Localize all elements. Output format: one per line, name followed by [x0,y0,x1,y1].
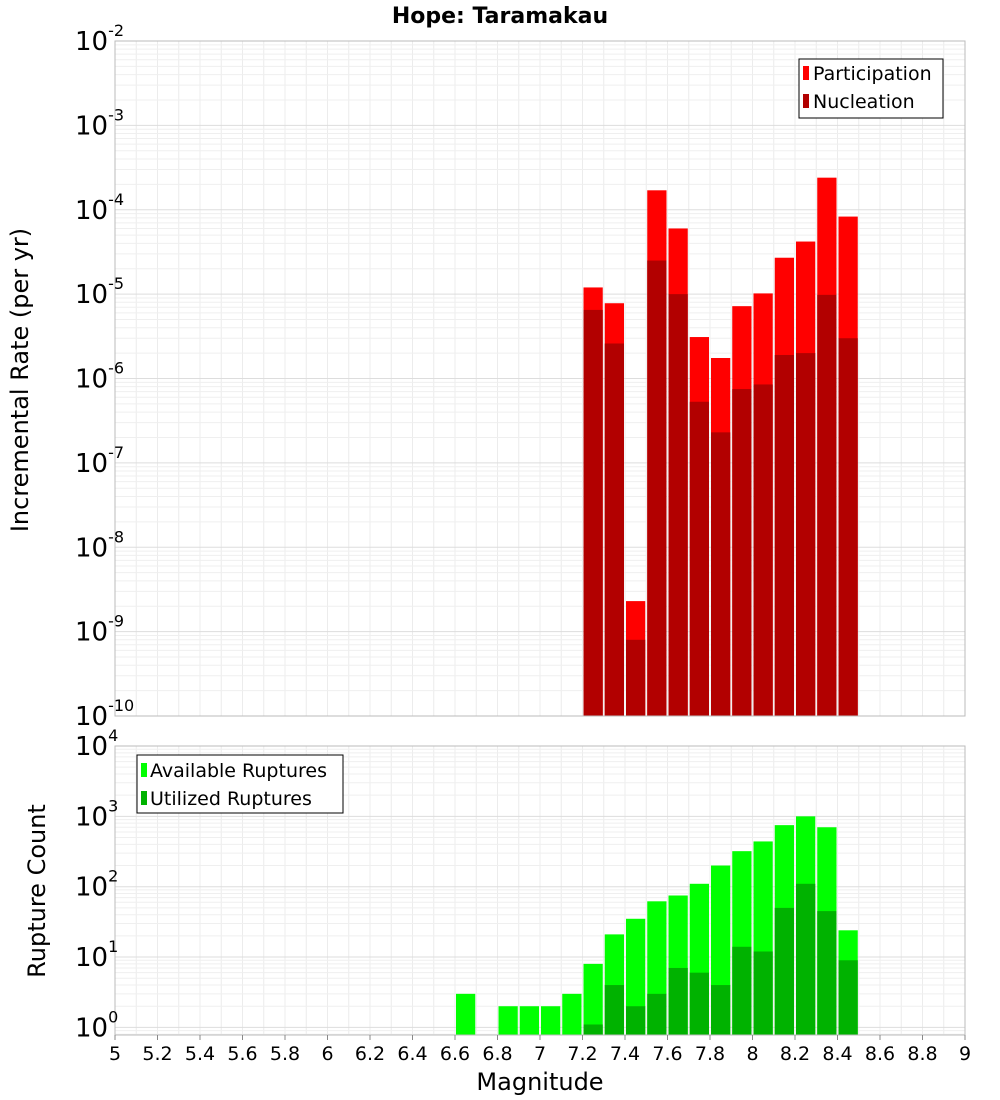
bar-nucleation [626,639,646,716]
bar-utilized-ruptures [753,951,773,1035]
y-tick-label: 10-6 [75,359,124,395]
bar-utilized-ruptures [583,1024,603,1035]
bar-nucleation [838,338,858,716]
top-legend: Participation Nucleation [798,58,944,119]
x-tick-label: 5.4 [185,1043,215,1065]
x-tick-label: 8 [746,1043,758,1065]
bar-utilized-ruptures [711,985,731,1035]
bar-available-ruptures [456,993,476,1035]
x-tick-label: 7.4 [610,1043,640,1065]
bar-nucleation [668,294,688,716]
bar-nucleation [753,384,773,716]
bar-available-ruptures [541,1006,561,1035]
bar-nucleation [689,401,709,716]
bottom-legend: Available Ruptures Utilized Ruptures [136,754,344,814]
bar-nucleation [711,432,731,716]
y-tick-label: 103 [75,796,118,832]
x-tick-label: 6 [321,1043,333,1065]
y-tick-label: 10-7 [75,443,124,479]
y-tick-label: 101 [75,937,118,973]
x-axis-label: Magnitude [476,1068,603,1096]
x-tick-label: 8.4 [822,1043,852,1065]
bar-utilized-ruptures [796,883,816,1035]
x-tick-label: 7.6 [652,1043,682,1065]
y-tick-label: 10-8 [75,527,124,563]
bar-nucleation [604,343,624,716]
bar-nucleation [732,389,752,716]
legend-label-available: Available Ruptures [150,760,327,782]
y-tick-label: 104 [75,726,118,762]
x-tick-label: 5.6 [227,1043,257,1065]
bar-utilized-ruptures [647,993,667,1035]
bottom-y-axis-label: Rupture Count [23,804,51,978]
bar-available-ruptures [519,1006,539,1035]
bar-nucleation [774,354,794,716]
bar-utilized-ruptures [838,960,858,1035]
bar-available-ruptures [583,963,603,1035]
bar-available-ruptures [498,1006,518,1035]
legend-label-utilized: Utilized Ruptures [150,788,312,810]
y-tick-label: 10-3 [75,105,124,141]
legend-label-participation: Participation [813,63,932,85]
legend-swatch-utilized [141,791,147,805]
x-tick-label: 6.6 [440,1043,470,1065]
x-tick-label: 5 [109,1043,121,1065]
bar-nucleation [817,294,837,716]
bar-utilized-ruptures [626,1006,646,1035]
x-tick-label: 9 [959,1043,971,1065]
legend-swatch-participation [803,66,809,80]
x-tick-label: 8.2 [780,1043,810,1065]
chart-title: Hope: Taramakau [392,4,608,29]
x-tick-label: 8.6 [865,1043,895,1065]
x-tick-label: 5.8 [270,1043,300,1065]
bar-available-ruptures [562,993,582,1035]
legend-swatch-nucleation [803,94,809,108]
bar-nucleation [583,309,603,716]
x-tick-label: 7 [534,1043,546,1065]
top-y-axis-label: Incremental Rate (per yr) [6,228,34,532]
x-tick-label: 6.4 [397,1043,427,1065]
legend-label-nucleation: Nucleation [813,91,915,113]
x-tick-label: 7.8 [695,1043,725,1065]
y-tick-label: 10-9 [75,612,124,648]
y-tick-label: 10-2 [75,21,124,57]
bar-utilized-ruptures [689,972,709,1035]
y-tick-label: 10-5 [75,274,124,310]
y-tick-label: 100 [75,1007,118,1043]
x-tick-label: 8.8 [907,1043,937,1065]
y-tick-label: 102 [75,867,118,903]
bar-utilized-ruptures [732,946,752,1035]
x-tick-label: 7.2 [567,1043,597,1065]
bar-utilized-ruptures [774,907,794,1035]
legend-swatch-available [141,763,147,777]
bar-nucleation [647,260,667,716]
y-tick-label: 10-10 [75,696,134,732]
x-tick-label: 5.2 [142,1043,172,1065]
y-tick-label: 10-4 [75,190,124,226]
bar-available-ruptures [626,918,646,1035]
x-tick-label: 6.8 [482,1043,512,1065]
bar-utilized-ruptures [604,985,624,1035]
bar-nucleation [796,353,816,716]
x-tick-label: 6.2 [355,1043,385,1065]
bar-utilized-ruptures [668,967,688,1035]
bar-utilized-ruptures [817,911,837,1035]
